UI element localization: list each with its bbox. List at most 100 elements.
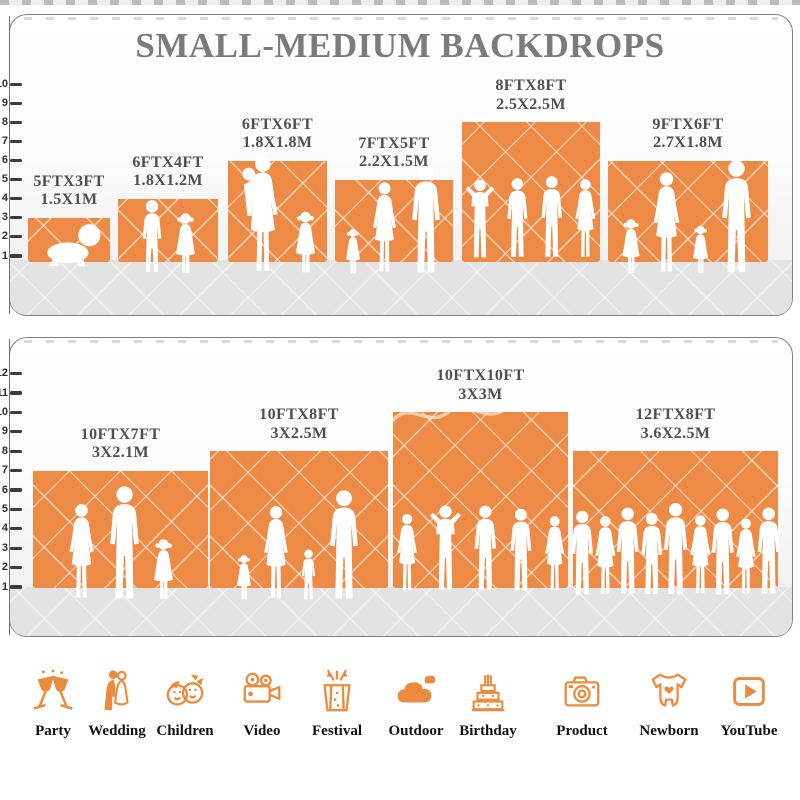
size-meters-text: 3X2.5M bbox=[270, 424, 328, 442]
category-item-festival: Festival bbox=[289, 668, 385, 740]
people-silhouette-group bbox=[393, 495, 568, 601]
ruler-tick-mark bbox=[10, 488, 22, 492]
backdrop-box-6ftx4ft bbox=[118, 198, 218, 262]
backdrop-box-7ftx5ft bbox=[335, 180, 453, 262]
ruler-tick-mark bbox=[10, 158, 22, 163]
category-item-youtube: YouTube bbox=[701, 668, 797, 740]
category-label: Newborn bbox=[639, 723, 699, 739]
category-label: Party bbox=[35, 723, 71, 739]
size-meters-text: 3X3M bbox=[458, 385, 503, 403]
product-icon bbox=[564, 676, 600, 707]
backdrop-box-12ftx8ft bbox=[573, 451, 778, 588]
person-girl-silhouette bbox=[292, 211, 319, 275]
category-label: Birthday bbox=[459, 723, 517, 739]
ruler-number: 9 bbox=[1, 425, 8, 438]
size-meters-text: 3X2.1M bbox=[91, 444, 150, 462]
category-item-wedding: Wedding bbox=[69, 668, 165, 740]
panel-floor bbox=[10, 587, 792, 636]
backdrop-size-label: 6FTX6FT 1.8X1.8M bbox=[178, 116, 378, 153]
ruler-number: 8 bbox=[1, 115, 8, 128]
person-woman-silhouette bbox=[368, 181, 401, 275]
person-woman-silhouette bbox=[64, 503, 99, 601]
ruler-number: 1 bbox=[1, 580, 8, 593]
backdrop-size-label: 10FTX7FT 3X2.1M bbox=[21, 426, 221, 463]
person-man-silhouette bbox=[470, 495, 501, 601]
backdrop-box-9ftx6ft bbox=[608, 161, 768, 263]
video-icon bbox=[243, 672, 281, 703]
festival-icon bbox=[323, 669, 351, 712]
ruler-number: 10 bbox=[0, 77, 8, 90]
ruler-number: 4 bbox=[1, 192, 8, 205]
ruler-number: 10 bbox=[0, 405, 8, 418]
people-silhouette-group bbox=[573, 497, 778, 601]
ruler-tick-mark bbox=[10, 566, 22, 570]
outdoor-icon bbox=[397, 675, 436, 703]
category-item-party: Party bbox=[5, 668, 101, 740]
person-man-silhouette bbox=[324, 489, 364, 601]
size-feet-text: 10FTX7FT bbox=[80, 425, 161, 443]
ruler-number: 6 bbox=[1, 154, 8, 166]
person-man-silhouette bbox=[537, 159, 566, 275]
person-boy-silhouette bbox=[137, 199, 167, 275]
ruler-axis-line bbox=[8, 16, 11, 314]
category-item-product: Product bbox=[534, 668, 630, 740]
ruler-number: 3 bbox=[1, 211, 8, 224]
backdrop-size-label: 8FTX8FT 2.5X2.5M bbox=[431, 77, 631, 114]
size-feet-text: 12FTX8FT bbox=[635, 406, 716, 424]
ruler-number: 7 bbox=[1, 464, 8, 477]
ruler-number: 4 bbox=[1, 522, 8, 535]
ruler-tick-mark bbox=[10, 585, 22, 589]
backdrop-box-10ftx7ft bbox=[33, 470, 208, 588]
people-silhouette-group bbox=[33, 485, 208, 601]
measuring-tape-edge bbox=[0, 0, 800, 5]
person-man-silhouette bbox=[753, 501, 784, 601]
ruler-tick-mark bbox=[10, 197, 22, 201]
ruler-number: 2 bbox=[1, 230, 8, 243]
category-label: Children bbox=[156, 723, 214, 739]
backdrop-box-5ftx3ft bbox=[28, 217, 110, 262]
ruler-tick-mark bbox=[10, 82, 22, 86]
page-title: SMALL-MEDIUM BACKDROPS bbox=[135, 26, 665, 65]
person-girl-silhouette bbox=[234, 555, 254, 601]
people-silhouette-group bbox=[210, 489, 388, 601]
person-man-armsup-silhouette bbox=[426, 495, 465, 601]
person-woman-silhouette bbox=[541, 507, 568, 601]
birthday-icon bbox=[471, 674, 505, 712]
people-silhouette-group bbox=[608, 159, 768, 275]
category-label: Product bbox=[556, 723, 608, 739]
ruler-number: 8 bbox=[1, 444, 8, 457]
category-item-outdoor: Outdoor bbox=[368, 668, 464, 740]
size-meters-text: 1.8X1.8M bbox=[242, 134, 313, 152]
person-girl-silhouette bbox=[172, 213, 199, 275]
ruler-axis-line bbox=[8, 339, 11, 635]
ruler-number: 9 bbox=[1, 96, 8, 109]
ruler-tick-mark bbox=[10, 372, 22, 376]
category-item-children: Children bbox=[137, 668, 233, 740]
ruler-tick-mark bbox=[10, 527, 22, 531]
ruler-number: 1 bbox=[1, 249, 8, 262]
panel-top-dashes bbox=[24, 17, 778, 20]
person-woman-silhouette bbox=[571, 163, 600, 275]
ruler-tick-mark bbox=[10, 101, 22, 105]
size-meters-text: 2.7X1.8M bbox=[653, 134, 723, 152]
size-feet-text: 6FTX6FT bbox=[241, 115, 314, 133]
backdrop-size-label: 9FTX6FT 2.7X1.8M bbox=[588, 116, 788, 153]
people-silhouette-group bbox=[335, 163, 453, 275]
category-item-newborn: Newborn bbox=[621, 668, 717, 740]
youtube-icon bbox=[733, 677, 765, 706]
size-feet-text: 10FTX10FT bbox=[436, 367, 525, 385]
ruler-tick-mark bbox=[10, 254, 22, 258]
backdrop-box-6ftx6ft bbox=[228, 161, 327, 263]
ruler-tick-mark bbox=[10, 410, 22, 414]
size-feet-text: 7FTX5FT bbox=[358, 134, 430, 152]
ruler-number: 11 bbox=[0, 386, 8, 399]
category-item-video: Video bbox=[214, 668, 310, 740]
person-man-silhouette bbox=[406, 163, 446, 275]
person-woman-silhouette bbox=[393, 505, 421, 601]
ruler-tick-mark bbox=[10, 469, 22, 473]
wedding-icon bbox=[104, 670, 129, 711]
backdrop-box-10ftx10ft bbox=[393, 412, 568, 588]
ruler-number: 5 bbox=[1, 173, 8, 186]
ruler-tick-mark bbox=[10, 391, 22, 395]
